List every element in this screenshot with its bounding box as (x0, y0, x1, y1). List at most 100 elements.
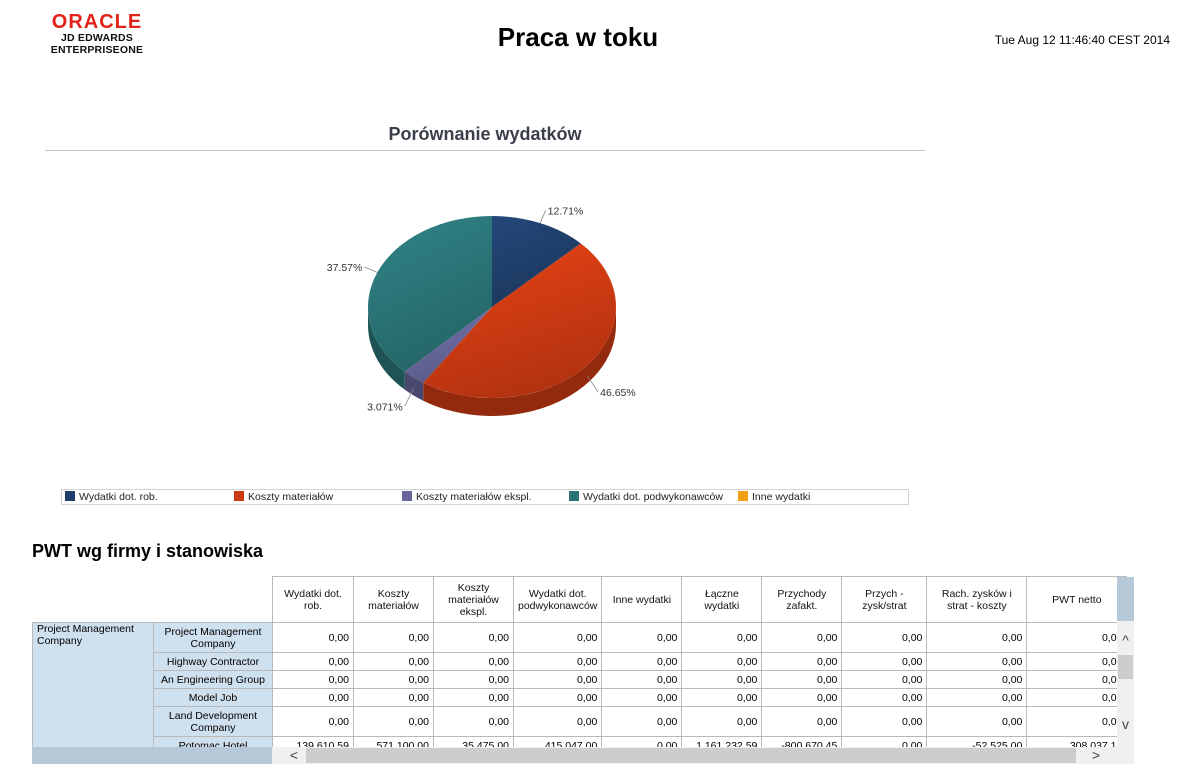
table-header-row: Wydatki dot. rob. Koszty materiałów Koszty… (32, 576, 1128, 623)
value-cell: 0,00 (433, 652, 514, 671)
legend-item-wydatki-dot-podwykonawcow: Wydatki dot. podwykonawców (569, 491, 723, 504)
scroll-down-icon[interactable]: v (1122, 716, 1129, 732)
job-cell: Highway Contractor (153, 652, 273, 671)
value-cell: 0,00 (1026, 688, 1128, 707)
value-cell: 0,00 (841, 622, 928, 653)
pie-leader-line (404, 388, 414, 407)
value-cell: 0,00 (272, 652, 354, 671)
column-header-koszty-materialow-ekspl[interactable]: Koszty materiałów ekspl. (433, 576, 514, 623)
logo-brand: ORACLE (51, 11, 143, 33)
value-cell: 0,00 (512, 652, 603, 671)
legend-label: Koszty materiałów ekspl. (416, 491, 532, 503)
pwt-table: Wydatki dot. rob. Koszty materiałów Koszty… (32, 576, 1128, 755)
oracle-jde-logo: ORACLE JD EDWARDS ENTERPRISEONE (42, 12, 152, 56)
value-cell: 0,00 (681, 688, 763, 707)
value-cell: 0,00 (681, 706, 763, 737)
scroll-left-icon[interactable]: < (289, 747, 299, 763)
legend-swatch (65, 491, 75, 501)
value-cell: 0,00 (761, 670, 843, 689)
legend-swatch (234, 491, 244, 501)
frozen-columns-scroll-area (32, 747, 272, 764)
value-cell: 0,00 (926, 622, 1028, 653)
scroll-up-icon[interactable]: ^ (1122, 632, 1129, 648)
table-row: Project Management Company Project Manage… (32, 622, 1128, 755)
pie-leader-line (364, 266, 378, 273)
value-cell: 0,00 (926, 670, 1028, 689)
value-cell: 0,00 (601, 670, 683, 689)
value-cell: 0,00 (512, 688, 603, 707)
legend-item-koszty-materialow-ekspl: Koszty materiałów ekspl. (402, 491, 532, 504)
column-header-inne-wydatki[interactable]: Inne wydatki (601, 576, 683, 623)
value-cell: 0,00 (761, 706, 843, 737)
value-cell: 0,00 (433, 706, 514, 737)
pie-leader-line (539, 210, 547, 224)
pie-slice-koszty-materialow-ekspl[interactable] (404, 307, 492, 383)
chart-legend: Wydatki dot. rob. Koszty materiałów Koszty… (61, 489, 909, 505)
legend-item-wydatki-dot-rob: Wydatki dot. rob. (65, 491, 158, 504)
value-cell: 0,00 (601, 706, 683, 737)
legend-label: Wydatki dot. rob. (79, 491, 158, 503)
value-cell: 0,00 (272, 670, 354, 689)
value-cell: 0,00 (353, 652, 434, 671)
legend-swatch (402, 491, 412, 501)
column-header-wydatki-dot-podwykonawcow[interactable]: Wydatki dot. podwykonawców (512, 576, 603, 623)
value-cell: 0,00 (681, 652, 763, 671)
value-cell: 0,00 (433, 622, 514, 653)
column-header-laczne-wydatki[interactable]: Łączne wydatki (681, 576, 763, 623)
pie-slice-wydatki-dot-rob[interactable] (492, 216, 581, 307)
pie-chart: 12.71% 46.65% 3.071% 37.57% (327, 205, 636, 417)
column-header-przychody-zafakt[interactable]: Przychody zafakt. (761, 576, 843, 623)
value-cell: 0,00 (681, 670, 763, 689)
pie-slice-koszty-materialow[interactable] (423, 243, 617, 398)
value-cell: 0,00 (353, 688, 434, 707)
chart-title: Porównanie wydatków (388, 124, 582, 144)
job-cell: An Engineering Group (153, 670, 273, 689)
column-header-pwt-netto[interactable]: PWT netto (1026, 576, 1128, 623)
scroll-corner (1117, 577, 1134, 621)
value-cell: 0,00 (1026, 670, 1128, 689)
pie-leader-line (587, 375, 599, 393)
value-cell: 0,00 (926, 688, 1028, 707)
value-cell: 0,00 (272, 706, 354, 737)
job-cell: Project Management Company (153, 622, 273, 653)
value-cell: 0,00 (433, 688, 514, 707)
legend-swatch (569, 491, 579, 501)
value-cell: 0,00 (512, 670, 603, 689)
value-cell: 0,00 (353, 670, 434, 689)
scroll-right-icon[interactable]: > (1091, 747, 1101, 763)
horizontal-scroll-thumb[interactable] (306, 748, 1076, 763)
logo-line-2: ENTERPRISEONE (50, 44, 144, 56)
value-cell: 0,00 (841, 652, 928, 671)
value-cell: 0,00 (353, 706, 434, 737)
value-cell: 0,00 (512, 706, 603, 737)
pie-value-label: 37.57% (327, 262, 363, 274)
value-cell: 0,00 (841, 670, 928, 689)
column-header-rach-zyskow-i-strat-koszty[interactable]: Rach. zysków i strat - koszty (926, 576, 1028, 623)
pie-slice-side-wydatki-dot-podwykonawcow (368, 307, 405, 390)
company-cell: Project Management Company (32, 622, 154, 755)
legend-item-koszty-materialow: Koszty materiałów (234, 491, 333, 504)
value-cell: 0,00 (1026, 706, 1128, 737)
vertical-scrollbar[interactable]: ^ v (1117, 621, 1134, 747)
pwt-grid: Wydatki dot. rob. Koszty materiałów Koszty… (32, 576, 1134, 764)
page-title: Praca w toku (497, 22, 659, 52)
value-cell: 0,00 (761, 652, 843, 671)
value-cell: 0,00 (601, 622, 683, 653)
pie-slice-wydatki-dot-podwykonawcow[interactable] (367, 216, 492, 372)
value-cell: 0,00 (272, 622, 354, 653)
value-cell: 0,00 (272, 688, 354, 707)
table-row: Land Development Company 0,00 0,00 0,00 0,00… (33, 706, 1128, 737)
vertical-scroll-thumb[interactable] (1118, 655, 1133, 679)
report-timestamp: Tue Aug 12 11:46:40 CEST 2014 (994, 33, 1170, 47)
value-cell: 0,00 (761, 622, 843, 653)
column-header-przych-zysk-strat[interactable]: Przych - zysk/strat (841, 576, 928, 623)
logo-line-1: JD EDWARDS (60, 32, 133, 44)
horizontal-scrollbar[interactable]: < > (272, 747, 1134, 764)
value-cell: 0,00 (1026, 622, 1128, 653)
column-header-wydatki-dot-rob[interactable]: Wydatki dot. rob. (272, 576, 354, 623)
value-cell: 0,00 (761, 688, 843, 707)
column-header-koszty-materialow[interactable]: Koszty materiałów (353, 576, 434, 623)
value-cell: 0,00 (841, 706, 928, 737)
value-cell: 0,00 (433, 670, 514, 689)
legend-label: Inne wydatki (752, 491, 811, 503)
